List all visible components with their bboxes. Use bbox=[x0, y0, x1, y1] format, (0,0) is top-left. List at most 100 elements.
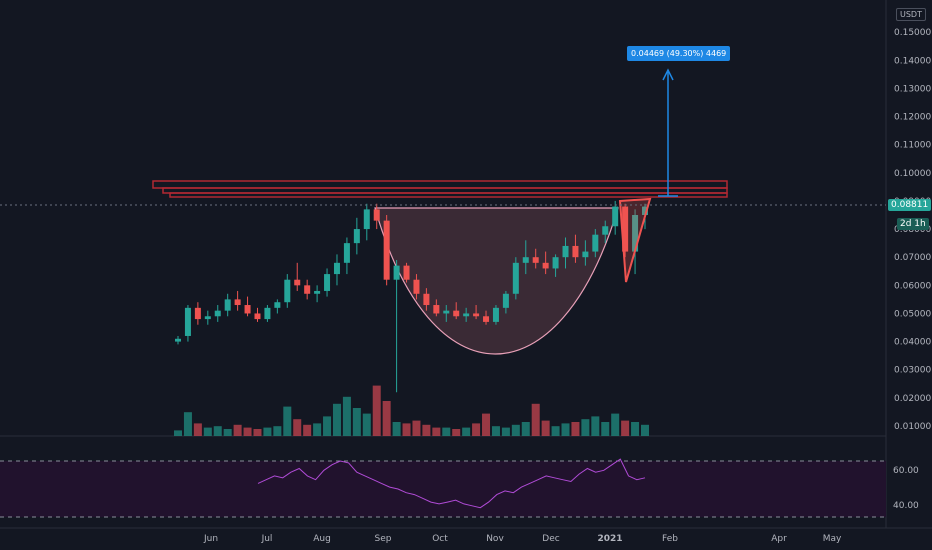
candle-body bbox=[214, 310, 221, 317]
volume-bar bbox=[332, 403, 341, 436]
time-tick-label: Nov bbox=[486, 534, 504, 544]
volume-bar bbox=[273, 426, 282, 436]
volume-bar bbox=[621, 420, 630, 436]
candle-body bbox=[343, 243, 350, 263]
candle-body bbox=[522, 257, 529, 263]
volume-bar bbox=[223, 429, 232, 436]
resistance-box bbox=[169, 192, 728, 198]
price-tick-label: 0.05000 bbox=[894, 309, 931, 319]
price-tick-label: 0.02000 bbox=[894, 394, 931, 404]
volume-bar bbox=[253, 429, 262, 436]
candle-body bbox=[234, 299, 241, 306]
candle-body bbox=[512, 262, 519, 294]
price-tick-label: 0.10000 bbox=[894, 169, 931, 179]
candle-body bbox=[463, 313, 470, 317]
candle-body bbox=[492, 307, 499, 322]
candle-body bbox=[483, 316, 490, 322]
candle-body bbox=[502, 293, 509, 308]
price-tick-label: 0.07000 bbox=[894, 253, 931, 263]
volume-bar bbox=[491, 426, 500, 436]
candle-body bbox=[602, 226, 609, 235]
candle-body bbox=[632, 215, 639, 252]
candle-body bbox=[383, 220, 390, 280]
time-tick-label: Apr bbox=[771, 534, 787, 544]
candle-body bbox=[244, 305, 251, 314]
candle-body bbox=[562, 245, 569, 258]
time-tick-label: May bbox=[823, 534, 842, 544]
price-tick-label: 0.13000 bbox=[894, 84, 931, 94]
candle-body bbox=[284, 279, 291, 303]
candle-body bbox=[184, 307, 191, 336]
time-axis[interactable]: Jun Jul Aug Sep Oct Nov Dec 2021 Feb Apr May bbox=[203, 534, 842, 544]
volume-bar bbox=[174, 430, 182, 436]
candle-body bbox=[224, 299, 231, 311]
candle-body bbox=[314, 290, 321, 294]
candle-body bbox=[552, 257, 559, 269]
rsi-tick-label: 40.00 bbox=[893, 501, 919, 511]
volume-bar bbox=[392, 422, 401, 436]
volume-bar bbox=[631, 422, 640, 436]
rsi-line bbox=[257, 458, 646, 509]
candle-body bbox=[612, 206, 619, 227]
volume-bar bbox=[412, 420, 421, 436]
volume-bar bbox=[213, 426, 222, 436]
volume-bar bbox=[263, 427, 272, 436]
volume-bar bbox=[501, 427, 510, 436]
volume-bar bbox=[293, 419, 302, 436]
volume-bar bbox=[472, 423, 481, 436]
candle-body bbox=[453, 310, 460, 317]
volume-bar bbox=[243, 427, 252, 436]
price-tick-label: 0.11000 bbox=[894, 141, 931, 151]
volume-bar bbox=[601, 422, 610, 436]
candle-body bbox=[363, 209, 370, 230]
time-tick-label: Dec bbox=[542, 534, 559, 544]
cup-pattern bbox=[374, 207, 619, 355]
volume-bar bbox=[323, 416, 332, 436]
candle-body bbox=[423, 293, 430, 306]
time-tick-label: 2021 bbox=[597, 534, 622, 544]
candle-body bbox=[304, 285, 311, 294]
volume-bar bbox=[551, 426, 560, 436]
price-tick-label: 0.06000 bbox=[894, 281, 931, 291]
candle-body bbox=[254, 313, 261, 320]
volume-bar bbox=[362, 413, 371, 436]
volume-bar bbox=[611, 413, 620, 436]
candle-body bbox=[413, 279, 420, 294]
candle-body bbox=[532, 257, 539, 263]
candle-body bbox=[353, 229, 360, 244]
volume-bar bbox=[571, 422, 580, 436]
candle-body bbox=[642, 206, 648, 215]
candle-body bbox=[393, 265, 400, 280]
candle-body bbox=[204, 316, 211, 320]
volume-bar bbox=[283, 406, 292, 436]
measure-arrow-head bbox=[662, 68, 674, 81]
candle-body bbox=[294, 279, 301, 286]
candle-body bbox=[433, 305, 440, 314]
rsi-band bbox=[0, 461, 886, 517]
candle-body bbox=[333, 262, 340, 275]
price-tick-label: 0.04000 bbox=[894, 338, 931, 348]
time-tick-label: Aug bbox=[313, 534, 331, 544]
measure-label: 0.04469 (49.30%) 4469 bbox=[627, 46, 731, 61]
volume-bar bbox=[352, 408, 361, 436]
time-tick-label: Jul bbox=[261, 534, 273, 544]
candle-body bbox=[274, 302, 281, 308]
price-tick-label: 0.12000 bbox=[894, 113, 931, 123]
handle-triangle bbox=[618, 197, 652, 283]
volume-bar bbox=[482, 413, 491, 436]
price-tick-label: 0.14000 bbox=[894, 56, 931, 66]
volume-bar bbox=[452, 429, 461, 436]
candle-body bbox=[264, 307, 271, 320]
candle-body bbox=[403, 265, 410, 280]
volume-bar bbox=[402, 423, 411, 436]
volume-bar bbox=[313, 423, 322, 436]
volume-bar bbox=[531, 403, 540, 436]
time-tick-label: Feb bbox=[662, 534, 678, 544]
volume-bar bbox=[462, 427, 471, 436]
volume-bar bbox=[183, 412, 192, 436]
rsi-axis: 60.00 40.00 bbox=[893, 466, 919, 511]
volume-bar bbox=[581, 419, 590, 436]
price-axis[interactable]: 0.15000 0.14000 0.13000 0.12000 0.11000 0.100… bbox=[894, 28, 931, 432]
time-tick-label: Oct bbox=[432, 534, 448, 544]
